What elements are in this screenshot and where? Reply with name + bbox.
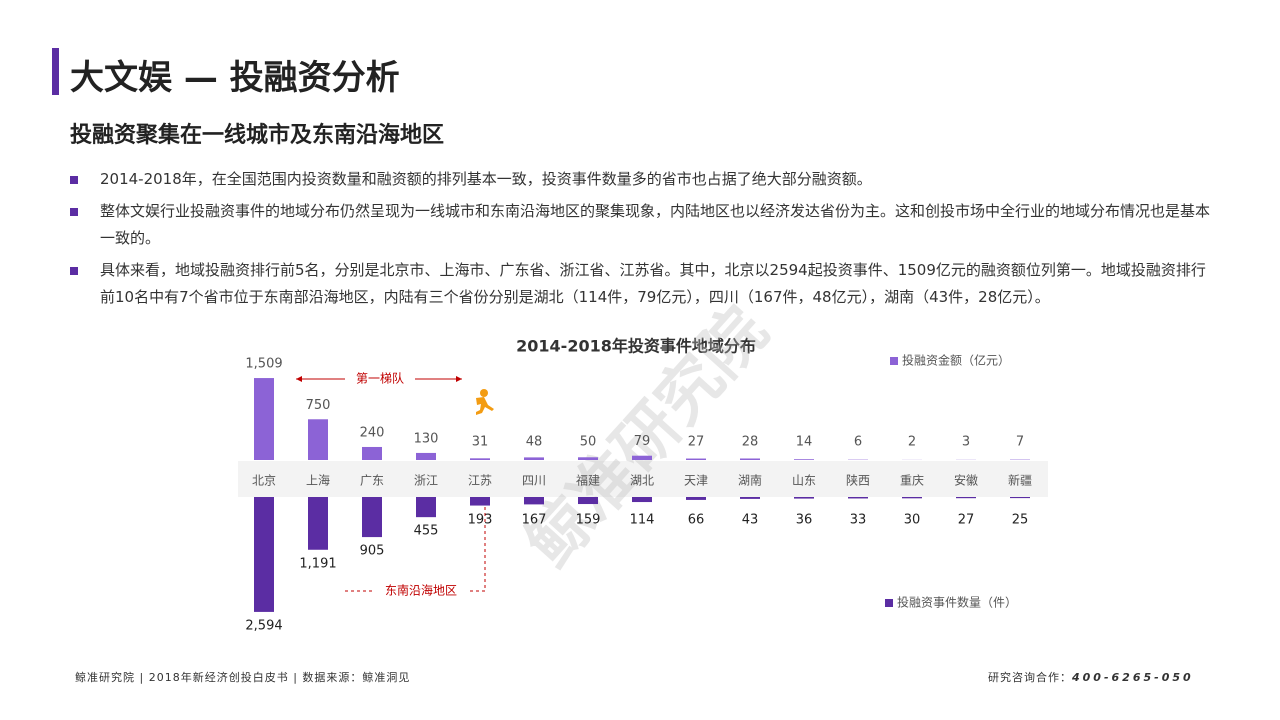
value-label: 27: [958, 513, 975, 528]
bar: [686, 458, 706, 460]
value-label: 14: [796, 435, 813, 450]
bar: [632, 497, 652, 503]
legend-swatch: [885, 599, 893, 607]
value-label: 1,191: [299, 556, 336, 571]
category-label: 天津: [684, 474, 708, 488]
footer-contact: 研究咨询合作：400-6265-050: [988, 669, 1194, 685]
bar: [470, 458, 490, 460]
value-label: 114: [630, 513, 655, 528]
bar: [362, 446, 382, 460]
bar: [362, 497, 382, 538]
category-label: 山东: [792, 474, 816, 488]
bullet-text: 具体来看，地域投融资排行前5名，分别是北京市、上海市、广东省、浙江省、江苏省。其…: [100, 261, 1206, 306]
value-label: 240: [360, 425, 385, 440]
bullet-marker: [70, 208, 78, 216]
category-label: 湖北: [630, 473, 654, 488]
bar: [524, 457, 544, 460]
value-label: 33: [850, 513, 867, 528]
bar: [740, 497, 760, 499]
category-label: 北京: [252, 474, 276, 488]
annotation: 第一梯队: [356, 371, 404, 386]
value-label: 167: [522, 513, 547, 528]
value-label: 130: [414, 431, 439, 446]
bar: [416, 497, 436, 518]
value-label: 2: [908, 435, 916, 450]
bar: [956, 497, 976, 499]
runner-icon: [476, 389, 494, 415]
bullet-text: 2014-2018年，在全国范围内投资数量和融资额的排列基本一致，投资事件数量多…: [100, 170, 872, 188]
contact-phone: 400-6265-050: [1072, 671, 1194, 684]
bar: [902, 497, 922, 499]
bar: [740, 458, 760, 460]
value-label: 2,594: [245, 618, 282, 633]
value-label: 25: [1012, 513, 1029, 528]
value-label: 30: [904, 513, 921, 528]
value-label: 455: [414, 524, 439, 539]
value-label: 28: [742, 435, 759, 450]
value-label: 79: [634, 434, 651, 449]
bar: [686, 497, 706, 500]
bar: [524, 497, 544, 505]
legend-label: 投融资金额（亿元）: [902, 353, 1010, 368]
value-label: 159: [576, 513, 601, 528]
bar: [794, 459, 814, 460]
value-label: 750: [306, 398, 331, 413]
legend-swatch: [890, 357, 898, 365]
bar: [632, 455, 652, 460]
bar: [254, 378, 274, 460]
category-label: 江苏: [468, 474, 492, 488]
bar: [1010, 497, 1030, 499]
accent-bar: [52, 48, 59, 95]
bar: [578, 497, 598, 505]
category-label: 广东: [360, 474, 384, 488]
value-label: 36: [796, 513, 813, 528]
value-label: 905: [360, 544, 385, 559]
arrow-head: [296, 376, 302, 382]
bar: [416, 452, 436, 460]
category-band: [238, 461, 1048, 497]
value-label: 43: [742, 513, 759, 528]
contact-label: 研究咨询合作：: [988, 671, 1072, 684]
arrow-head: [456, 376, 462, 382]
bar: [578, 457, 598, 460]
value-label: 193: [468, 513, 493, 528]
slide-title: 大文娱 — 投融资分析: [70, 58, 400, 98]
legend-label: 投融资事件数量（件）: [897, 595, 1017, 610]
category-label: 上海: [306, 473, 330, 488]
bullet-marker: [70, 176, 78, 184]
category-label: 湖南: [738, 473, 762, 488]
value-label: 7: [1016, 435, 1024, 450]
value-label: 6: [854, 435, 862, 450]
value-label: 1,509: [245, 357, 282, 372]
category-label: 四川: [522, 474, 546, 488]
annotation: 东南沿海地区: [385, 583, 457, 598]
value-label: 50: [580, 435, 597, 450]
value-label: 3: [962, 435, 970, 450]
chart-title: 2014-2018年投资事件地域分布: [516, 337, 756, 356]
category-label: 浙江: [414, 474, 438, 488]
value-label: 66: [688, 513, 705, 528]
bullet-marker: [70, 267, 78, 275]
bullet-text: 整体文娱行业投融资事件的地域分布仍然呈现为一线城市和东南沿海地区的聚集现象，内陆…: [100, 202, 1211, 247]
value-label: 31: [472, 435, 489, 450]
category-label: 安徽: [954, 473, 978, 488]
footer-source: 鲸准研究院 | 2018年新经济创投白皮书 | 数据来源：鲸准洞见: [75, 671, 411, 684]
bar: [254, 497, 274, 612]
category-label: 福建: [576, 473, 600, 488]
value-label: 27: [688, 435, 705, 450]
bar: [470, 497, 490, 506]
bar: [848, 497, 868, 499]
slide-subtitle: 投融资聚集在一线城市及东南沿海地区: [70, 123, 445, 148]
annotation-line: [470, 498, 486, 592]
category-label: 重庆: [900, 474, 924, 488]
bar: [308, 497, 328, 550]
category-label: 新疆: [1008, 473, 1032, 488]
bar: [794, 497, 814, 499]
bar: [308, 419, 328, 460]
value-label: 48: [526, 435, 543, 450]
category-label: 陕西: [846, 473, 870, 488]
